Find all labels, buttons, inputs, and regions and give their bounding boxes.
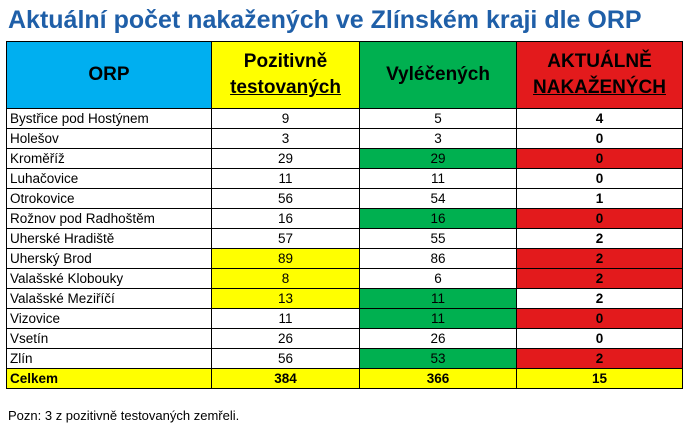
table-row: Otrokovice 56 54 1 — [6, 188, 683, 209]
table-row: Rožnov pod Radhoštěm 16 16 0 — [6, 208, 683, 229]
table-row: Holešov 3 3 0 — [6, 128, 683, 149]
cell-pozitivne: 16 — [211, 208, 360, 229]
cell-pozitivne: 29 — [211, 148, 360, 169]
total-vyleceni: 366 — [359, 368, 517, 389]
cell-pozitivne: 26 — [211, 328, 360, 349]
table-row: Kroměříž 29 29 0 — [6, 148, 683, 169]
cell-pozitivne: 89 — [211, 248, 360, 269]
cell-orp: Uherský Brod — [6, 248, 212, 269]
header-pozitivne: Pozitivně testovaných — [211, 41, 360, 109]
total-aktualne: 15 — [516, 368, 683, 389]
orp-table: ORP Pozitivně testovaných Vyléčených AKTU… — [6, 41, 683, 389]
cell-orp: Valašské Klobouky — [6, 268, 212, 289]
header-row: ORP Pozitivně testovaných Vyléčených AKTU… — [6, 41, 683, 109]
cell-aktualne: 2 — [516, 228, 683, 249]
cell-vyleceni: 5 — [359, 108, 517, 129]
cell-vyleceni: 3 — [359, 128, 517, 149]
cell-aktualne: 0 — [516, 168, 683, 189]
table-row: Bystřice pod Hostýnem 9 5 4 — [6, 108, 683, 129]
cell-aktualne: 2 — [516, 268, 683, 289]
cell-orp: Valašské Meziříčí — [6, 288, 212, 309]
table-row: Zlín 56 53 2 — [6, 348, 683, 369]
cell-vyleceni: 6 — [359, 268, 517, 289]
cell-pozitivne: 9 — [211, 108, 360, 129]
footnote: Pozn: 3 z pozitivně testovaných zemřeli. — [8, 408, 240, 423]
cell-aktualne: 1 — [516, 188, 683, 209]
cell-orp: Bystřice pod Hostýnem — [6, 108, 212, 129]
cell-aktualne: 0 — [516, 148, 683, 169]
cell-aktualne: 4 — [516, 108, 683, 129]
cell-vyleceni: 29 — [359, 148, 517, 169]
cell-orp: Vsetín — [6, 328, 212, 349]
cell-vyleceni: 54 — [359, 188, 517, 209]
cell-vyleceni: 16 — [359, 208, 517, 229]
cell-vyleceni: 55 — [359, 228, 517, 249]
cell-pozitivne: 56 — [211, 348, 360, 369]
table-row: Valašské Meziříčí 13 11 2 — [6, 288, 683, 309]
cell-aktualne: 0 — [516, 308, 683, 329]
table-row: Uherské Hradiště 57 55 2 — [6, 228, 683, 249]
cell-aktualne: 0 — [516, 128, 683, 149]
table-row: Vizovice 11 11 0 — [6, 308, 683, 329]
cell-aktualne: 0 — [516, 328, 683, 349]
header-orp: ORP — [6, 41, 212, 109]
cell-aktualne: 2 — [516, 248, 683, 269]
cell-orp: Zlín — [6, 348, 212, 369]
cell-aktualne: 0 — [516, 208, 683, 229]
cell-pozitivne: 11 — [211, 308, 360, 329]
cell-pozitivne: 56 — [211, 188, 360, 209]
cell-pozitivne: 8 — [211, 268, 360, 289]
table-row: Luhačovice 11 11 0 — [6, 168, 683, 189]
cell-pozitivne: 3 — [211, 128, 360, 149]
cell-orp: Vizovice — [6, 308, 212, 329]
page-title: Aktuální počet nakažených ve Zlínském kr… — [8, 6, 642, 34]
cell-orp: Luhačovice — [6, 168, 212, 189]
cell-pozitivne: 11 — [211, 168, 360, 189]
total-pozitivne: 384 — [211, 368, 360, 389]
cell-aktualne: 2 — [516, 288, 683, 309]
cell-orp: Uherské Hradiště — [6, 228, 212, 249]
total-row: Celkem 384 366 15 — [6, 368, 683, 389]
header-aktualne: AKTUÁLNĚ NAKAŽENÝCH — [516, 41, 683, 109]
cell-vyleceni: 11 — [359, 308, 517, 329]
cell-vyleceni: 26 — [359, 328, 517, 349]
cell-orp: Rožnov pod Radhoštěm — [6, 208, 212, 229]
cell-aktualne: 2 — [516, 348, 683, 369]
table-row: Vsetín 26 26 0 — [6, 328, 683, 349]
table-row: Valašské Klobouky 8 6 2 — [6, 268, 683, 289]
cell-orp: Holešov — [6, 128, 212, 149]
total-label: Celkem — [6, 368, 212, 389]
cell-vyleceni: 11 — [359, 168, 517, 189]
cell-vyleceni: 11 — [359, 288, 517, 309]
cell-vyleceni: 53 — [359, 348, 517, 369]
header-vyleceni: Vyléčených — [359, 41, 517, 109]
cell-vyleceni: 86 — [359, 248, 517, 269]
cell-orp: Kroměříž — [6, 148, 212, 169]
cell-pozitivne: 57 — [211, 228, 360, 249]
cell-orp: Otrokovice — [6, 188, 212, 209]
cell-pozitivne: 13 — [211, 288, 360, 309]
table-row: Uherský Brod 89 86 2 — [6, 248, 683, 269]
